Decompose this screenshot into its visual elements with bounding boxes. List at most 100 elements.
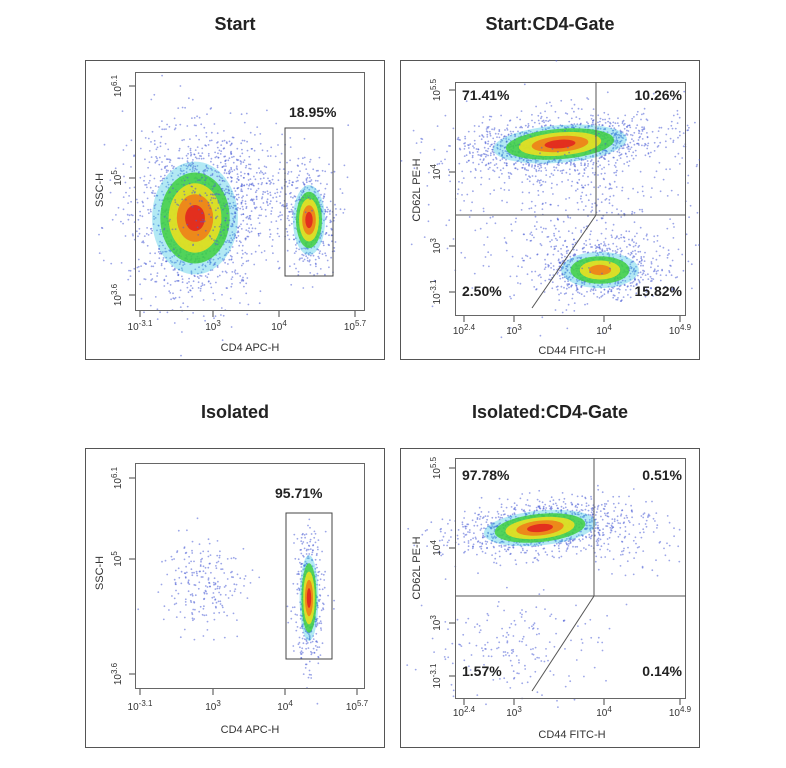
event-point (602, 118, 604, 121)
event-point (250, 230, 253, 233)
event-point (607, 113, 610, 116)
event-point (615, 174, 618, 177)
event-point (681, 253, 684, 256)
event-point (172, 269, 175, 271)
event-point (230, 193, 233, 195)
event-point (190, 153, 193, 156)
event-point (540, 115, 543, 118)
event-point (534, 204, 537, 207)
event-point (277, 215, 280, 218)
event-point (241, 196, 243, 199)
event-point (143, 278, 146, 280)
event-point (516, 160, 519, 163)
event-point (210, 167, 212, 170)
event-point (217, 171, 220, 174)
event-point (674, 155, 677, 158)
event-point (486, 236, 489, 239)
event-point (585, 239, 587, 242)
event-point (531, 113, 533, 116)
event-point (290, 196, 292, 198)
event-point (308, 660, 311, 663)
event-point (677, 248, 680, 251)
event-point (257, 234, 260, 237)
event-point (274, 155, 277, 158)
event-point (192, 312, 194, 314)
event-point (553, 232, 555, 235)
event-point (291, 213, 294, 216)
event-point (220, 187, 223, 190)
event-point (696, 211, 699, 214)
event-point (259, 133, 262, 135)
event-point (457, 136, 460, 139)
event-point (201, 282, 204, 285)
event-point (482, 116, 485, 118)
event-point (436, 163, 439, 166)
event-point (527, 124, 530, 127)
event-point (622, 236, 625, 239)
event-point (604, 172, 606, 175)
event-point (347, 124, 350, 127)
event-point (527, 161, 529, 164)
event-point (587, 183, 590, 186)
event-point (488, 118, 491, 121)
event-point (253, 149, 256, 152)
event-point (200, 220, 202, 223)
event-point (210, 216, 212, 219)
event-point (318, 615, 321, 618)
event-point (639, 170, 642, 173)
event-point (293, 263, 296, 265)
event-point (580, 285, 583, 288)
event-point (226, 287, 229, 289)
event-point (527, 123, 530, 125)
event-point (235, 236, 238, 239)
event-point (196, 146, 199, 148)
event-point (626, 246, 628, 248)
event-point (637, 250, 640, 253)
event-point (199, 194, 202, 197)
event-point (214, 226, 216, 228)
event-point (225, 188, 227, 191)
event-point (624, 114, 627, 117)
event-point (600, 251, 602, 254)
event-point (566, 215, 569, 217)
event-point (151, 130, 154, 133)
event-point (629, 282, 632, 284)
event-point (267, 204, 269, 207)
event-point (176, 259, 179, 262)
event-point (610, 127, 613, 130)
event-point (154, 252, 156, 255)
event-point (222, 208, 224, 211)
event-point (542, 119, 545, 122)
event-point (672, 114, 675, 117)
event-point (274, 192, 276, 195)
event-point (550, 262, 552, 265)
event-point (144, 137, 147, 139)
event-point (547, 265, 550, 268)
event-point (563, 293, 566, 295)
event-point (191, 295, 193, 298)
event-point (525, 173, 527, 176)
event-point (620, 139, 623, 142)
event-point (571, 107, 573, 110)
event-point (320, 240, 323, 243)
chart-title: Start (214, 14, 256, 34)
event-point (149, 186, 152, 189)
event-point (174, 228, 177, 231)
event-point (324, 233, 327, 236)
event-point (428, 171, 430, 174)
event-point (461, 194, 463, 196)
event-point (607, 160, 610, 162)
event-point (500, 336, 503, 339)
event-point (206, 194, 208, 197)
event-point (631, 270, 634, 273)
event-point (639, 271, 642, 274)
event-point (474, 176, 476, 179)
event-point (590, 159, 593, 161)
event-point (228, 169, 231, 172)
event-point (198, 138, 200, 141)
event-point (248, 184, 251, 187)
event-point (532, 125, 534, 128)
event-point (224, 163, 227, 165)
event-point (150, 98, 153, 101)
event-point (466, 161, 468, 164)
